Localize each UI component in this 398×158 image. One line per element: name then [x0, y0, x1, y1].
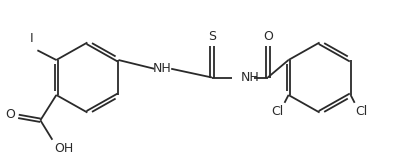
Text: O: O: [6, 108, 16, 121]
Text: NH: NH: [241, 71, 259, 84]
Text: I: I: [30, 32, 33, 45]
Text: Cl: Cl: [356, 105, 368, 118]
Text: OH: OH: [55, 142, 74, 155]
Text: S: S: [208, 30, 216, 43]
Text: O: O: [263, 30, 273, 43]
Text: NH: NH: [153, 62, 172, 75]
Text: Cl: Cl: [271, 105, 283, 118]
